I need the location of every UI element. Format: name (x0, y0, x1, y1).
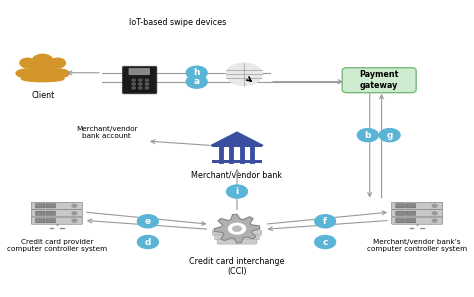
Text: c: c (322, 238, 328, 247)
FancyBboxPatch shape (342, 68, 416, 93)
FancyBboxPatch shape (129, 68, 150, 75)
Circle shape (432, 219, 437, 222)
FancyBboxPatch shape (46, 219, 55, 223)
Text: d: d (145, 238, 151, 247)
Circle shape (227, 185, 247, 198)
FancyBboxPatch shape (36, 211, 45, 215)
Text: Payment
gateway: Payment gateway (359, 70, 399, 90)
Circle shape (145, 87, 148, 89)
Ellipse shape (21, 76, 64, 82)
FancyBboxPatch shape (31, 202, 82, 209)
Circle shape (357, 129, 378, 142)
FancyBboxPatch shape (406, 204, 416, 208)
Circle shape (132, 83, 135, 85)
Text: Credit card provider
computer controller system: Credit card provider computer controller… (7, 239, 107, 252)
FancyBboxPatch shape (217, 239, 257, 244)
FancyBboxPatch shape (215, 235, 259, 240)
Circle shape (232, 226, 242, 232)
Text: Credit card interchange
(CCI): Credit card interchange (CCI) (189, 257, 285, 276)
FancyBboxPatch shape (46, 211, 55, 215)
Circle shape (138, 83, 142, 85)
FancyBboxPatch shape (406, 211, 416, 215)
Circle shape (72, 204, 77, 207)
Circle shape (132, 79, 135, 81)
Circle shape (145, 83, 148, 85)
Text: h: h (193, 68, 200, 77)
Ellipse shape (27, 66, 58, 78)
Circle shape (72, 219, 77, 222)
FancyBboxPatch shape (392, 210, 443, 217)
Circle shape (226, 63, 262, 86)
Circle shape (72, 212, 77, 215)
FancyBboxPatch shape (122, 66, 157, 94)
Text: Merchant/vendor
bank account: Merchant/vendor bank account (76, 126, 137, 139)
Text: Merchant/vendor bank’s
computer controller system: Merchant/vendor bank’s computer controll… (367, 239, 467, 252)
FancyBboxPatch shape (212, 160, 262, 163)
Circle shape (228, 223, 246, 234)
Circle shape (138, 87, 142, 89)
Circle shape (137, 236, 158, 249)
Polygon shape (211, 132, 263, 146)
Circle shape (138, 79, 142, 81)
Circle shape (432, 212, 437, 215)
Ellipse shape (46, 69, 69, 78)
Circle shape (20, 58, 35, 68)
Circle shape (50, 58, 65, 68)
Circle shape (432, 204, 437, 207)
Circle shape (32, 54, 53, 67)
FancyBboxPatch shape (396, 204, 405, 208)
Text: e: e (145, 217, 151, 226)
Circle shape (414, 226, 420, 230)
FancyBboxPatch shape (36, 219, 45, 223)
Circle shape (315, 215, 336, 228)
Circle shape (132, 87, 135, 89)
Circle shape (137, 215, 158, 228)
FancyBboxPatch shape (212, 230, 262, 235)
Circle shape (186, 75, 207, 88)
Ellipse shape (16, 69, 39, 78)
FancyBboxPatch shape (46, 204, 55, 208)
Circle shape (186, 66, 207, 79)
Text: i: i (236, 187, 238, 196)
FancyBboxPatch shape (212, 144, 262, 147)
FancyBboxPatch shape (392, 217, 443, 224)
Text: IoT-based swipe devices: IoT-based swipe devices (129, 18, 227, 27)
Circle shape (379, 129, 400, 142)
FancyBboxPatch shape (31, 217, 82, 224)
FancyBboxPatch shape (36, 204, 45, 208)
FancyBboxPatch shape (396, 219, 405, 223)
FancyBboxPatch shape (396, 211, 405, 215)
FancyBboxPatch shape (31, 210, 82, 217)
Text: b: b (365, 131, 371, 140)
FancyBboxPatch shape (406, 219, 416, 223)
Text: g: g (386, 131, 393, 140)
Text: a: a (194, 77, 200, 86)
Text: f: f (323, 217, 327, 226)
Circle shape (315, 236, 336, 249)
Polygon shape (214, 214, 260, 243)
FancyBboxPatch shape (392, 202, 443, 209)
Text: Merchant/vendor bank: Merchant/vendor bank (191, 171, 283, 180)
Text: Client: Client (31, 91, 55, 99)
Circle shape (54, 226, 60, 230)
Circle shape (145, 79, 148, 81)
